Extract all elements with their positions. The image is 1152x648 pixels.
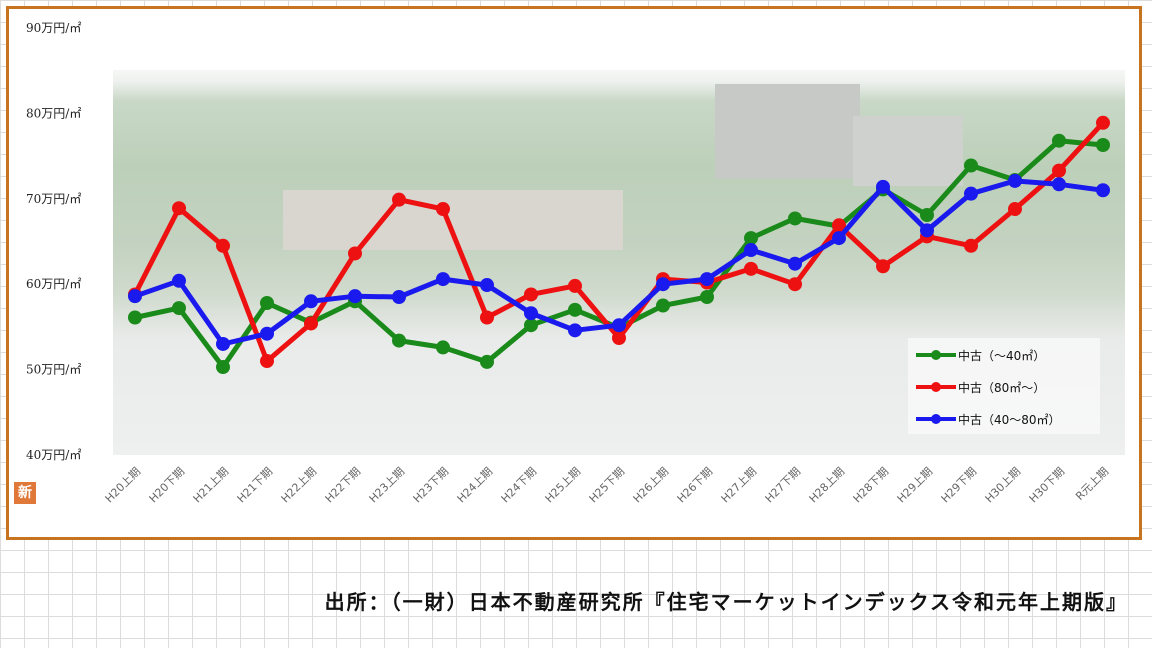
data-point-1 (832, 218, 846, 233)
y-tick-label: 80万円/㎡ (26, 106, 81, 120)
x-tick-label: H20下期 (147, 465, 188, 506)
x-tick-label: H27上期 (719, 465, 760, 506)
data-point-2 (1008, 173, 1022, 188)
data-point-1 (348, 246, 362, 261)
x-tick-label: H22下期 (323, 465, 364, 506)
data-point-1 (304, 316, 318, 331)
data-point-2 (480, 278, 494, 293)
data-point-0 (788, 211, 802, 226)
data-point-1 (788, 277, 802, 292)
data-point-2 (700, 272, 714, 287)
data-point-1 (744, 261, 758, 276)
legend-marker (931, 382, 941, 392)
x-tick-label: H23上期 (367, 465, 408, 506)
x-tick-label: H28下期 (851, 465, 892, 506)
data-point-2 (524, 306, 538, 321)
x-tick-label: H22上期 (279, 465, 320, 506)
x-tick-label: H30下期 (1027, 465, 1068, 506)
legend-label: 中古（40～80㎡） (958, 412, 1061, 427)
data-point-2 (612, 318, 626, 333)
x-tick-label: H24下期 (499, 465, 540, 506)
x-tick-label: H27下期 (763, 465, 804, 506)
data-point-1 (524, 287, 538, 302)
data-point-2 (304, 294, 318, 309)
data-point-2 (1096, 183, 1110, 198)
data-point-0 (392, 333, 406, 348)
data-point-2 (920, 223, 934, 238)
data-point-0 (920, 208, 934, 223)
data-point-2 (568, 323, 582, 338)
x-tick-label: H28上期 (807, 465, 848, 506)
data-point-0 (1096, 137, 1110, 152)
data-point-1 (216, 238, 230, 253)
x-tick-label: H21上期 (191, 465, 232, 506)
data-point-1 (964, 238, 978, 253)
legend-label: 中古（80㎡～） (958, 380, 1045, 395)
data-point-1 (1052, 163, 1066, 178)
x-tick-label: H21下期 (235, 465, 276, 506)
data-point-0 (172, 301, 186, 316)
background-building-2 (853, 116, 963, 186)
data-point-1 (568, 278, 582, 293)
source-caption: 出所：（一財）日本不動産研究所『住宅マーケットインデックス令和元年上期版』 (324, 590, 1128, 614)
data-point-2 (656, 277, 670, 292)
data-point-2 (964, 186, 978, 201)
data-point-0 (568, 302, 582, 317)
data-point-0 (524, 318, 538, 333)
data-point-0 (1052, 133, 1066, 148)
data-point-0 (260, 295, 274, 310)
data-point-1 (1096, 115, 1110, 130)
data-point-1 (612, 331, 626, 346)
x-tick-label: H20上期 (103, 465, 144, 506)
data-point-2 (744, 243, 758, 258)
data-point-1 (480, 310, 494, 325)
data-point-0 (216, 360, 230, 375)
x-tick-label: H29上期 (895, 465, 936, 506)
data-point-0 (744, 231, 758, 246)
logo-mark: 新 (14, 482, 36, 504)
x-tick-label: H29下期 (939, 465, 980, 506)
data-point-2 (436, 272, 450, 287)
x-tick-label: H24上期 (455, 465, 496, 506)
data-point-1 (392, 192, 406, 207)
data-point-2 (260, 326, 274, 341)
data-point-0 (128, 310, 142, 325)
y-tick-label: 90万円/㎡ (26, 21, 81, 35)
legend-marker (931, 350, 941, 360)
data-point-0 (964, 158, 978, 173)
x-tick-label: R元上期 (1073, 465, 1111, 503)
y-tick-label: 60万円/㎡ (26, 277, 81, 291)
data-point-1 (172, 201, 186, 216)
data-point-1 (436, 202, 450, 217)
data-point-0 (436, 340, 450, 355)
data-point-0 (656, 298, 670, 313)
data-point-2 (1052, 177, 1066, 192)
y-tick-label: 40万円/㎡ (26, 448, 81, 462)
legend-marker (931, 414, 941, 424)
y-tick-label: 50万円/㎡ (26, 363, 81, 377)
data-point-0 (480, 354, 494, 369)
data-point-2 (128, 289, 142, 304)
x-tick-label: H25下期 (587, 465, 628, 506)
data-point-2 (216, 336, 230, 351)
data-point-2 (788, 256, 802, 271)
data-point-2 (876, 179, 890, 194)
data-point-2 (172, 273, 186, 288)
data-point-0 (700, 290, 714, 305)
data-point-1 (876, 259, 890, 274)
data-point-1 (260, 354, 274, 369)
x-tick-label: H26上期 (631, 465, 672, 506)
x-tick-label: H23下期 (411, 465, 452, 506)
legend-label: 中古（～40㎡） (958, 348, 1045, 363)
y-tick-label: 70万円/㎡ (26, 192, 81, 206)
x-tick-label: H26下期 (675, 465, 716, 506)
x-tick-label: H25上期 (543, 465, 584, 506)
data-point-2 (392, 290, 406, 305)
data-point-2 (832, 231, 846, 246)
data-point-2 (348, 289, 362, 304)
x-tick-label: H30上期 (983, 465, 1024, 506)
background-building (715, 84, 860, 179)
data-point-1 (1008, 202, 1022, 217)
